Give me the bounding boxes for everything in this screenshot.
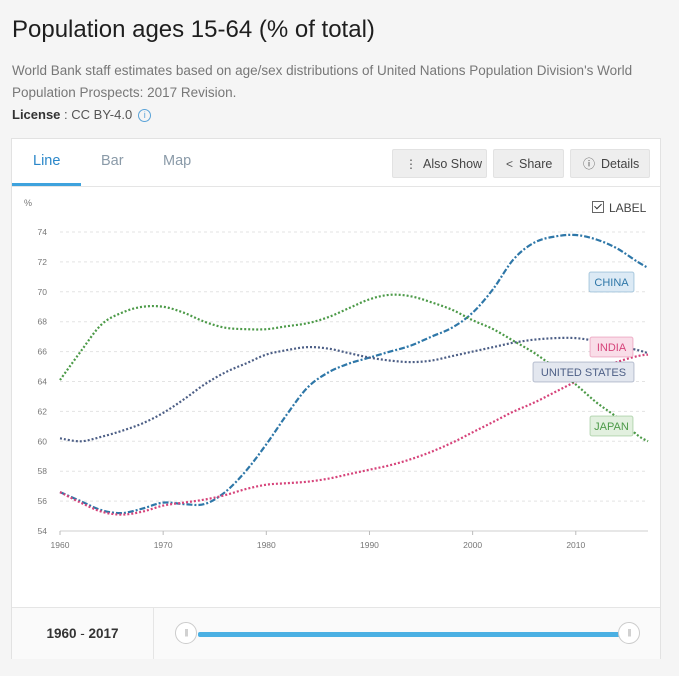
- tab-map[interactable]: Map: [163, 153, 192, 169]
- series-label-china: CHINA: [594, 277, 629, 289]
- label-toggle[interactable]: LABEL: [592, 201, 646, 215]
- y-tick-label: 66: [38, 347, 48, 357]
- y-tick-label: 60: [38, 436, 48, 446]
- page-title: Population ages 15-64 (% of total): [12, 16, 375, 43]
- series-label-india: INDIA: [597, 342, 627, 354]
- y-tick-label: 70: [38, 287, 48, 297]
- y-tick-label: 54: [38, 526, 48, 536]
- series-label-united-states: UNITED STATES: [541, 367, 626, 379]
- also-show-button[interactable]: ⋮ Also Show: [392, 149, 487, 178]
- series-label-box-india: [589, 336, 634, 358]
- x-tick-label: 2010: [566, 540, 585, 550]
- range-slider-track[interactable]: [198, 632, 630, 637]
- y-tick-label: 58: [38, 466, 48, 476]
- year-range: 1960 - 2017: [12, 608, 154, 659]
- y-tick-label: 64: [38, 377, 48, 387]
- series-label-japan: JAPAN: [594, 421, 629, 433]
- y-tick-label: 72: [38, 257, 48, 267]
- info-circle-icon: ⓘ: [583, 157, 596, 171]
- y-tick-label: 74: [38, 227, 48, 237]
- x-tick-label: 1970: [154, 540, 173, 550]
- series-label-box-china: [588, 271, 635, 293]
- series-line-china: [59, 233, 649, 515]
- label-checkbox[interactable]: [592, 201, 604, 213]
- range-bar: 1960 - 2017 ||| |||: [12, 607, 660, 659]
- share-icon: <: [506, 157, 514, 171]
- series-line-united-states: [59, 336, 649, 443]
- license-label: License: [12, 107, 61, 122]
- license-line: License : CC BY-4.0 i: [12, 107, 152, 122]
- tab-line[interactable]: Line: [33, 153, 61, 169]
- chart-card: Line Bar Map ⋮ Also Show < Share ⓘ Details …: [11, 138, 661, 659]
- license-value: : CC BY-4.0: [60, 107, 133, 122]
- range-separator: -: [76, 626, 89, 641]
- y-tick-label: 62: [38, 406, 48, 416]
- y-tick-label: 56: [38, 496, 48, 506]
- series-label-box-united-states: [532, 361, 635, 383]
- also-show-label: Also Show: [423, 157, 483, 171]
- x-tick-label: 1980: [257, 540, 276, 550]
- line-chart: % 54 56 58 60 62 64 66 68 70 72 74 1960 1970 1980 1990 2…: [24, 198, 649, 550]
- y-axis-unit-label: %: [24, 198, 32, 208]
- range-end: 2017: [88, 626, 119, 641]
- details-button[interactable]: ⓘ Details: [570, 149, 650, 178]
- info-icon[interactable]: i: [138, 109, 152, 122]
- x-tick-label: 2000: [463, 540, 482, 550]
- x-tick-label: 1960: [51, 540, 70, 550]
- label-toggle-text: LABEL: [609, 201, 647, 215]
- view-tabs: Line Bar Map ⋮ Also Show < Share ⓘ Details: [12, 139, 660, 187]
- x-tick-label: 1990: [360, 540, 379, 550]
- tab-bar[interactable]: Bar: [101, 153, 124, 169]
- range-start: 1960: [46, 626, 77, 641]
- range-start-handle[interactable]: |||: [175, 622, 197, 644]
- share-label: Share: [519, 157, 553, 171]
- series-line-india: [59, 353, 649, 516]
- details-label: Details: [601, 157, 640, 171]
- share-button[interactable]: < Share: [493, 149, 564, 178]
- kebab-menu-icon: ⋮: [405, 157, 417, 171]
- range-end-handle[interactable]: |||: [618, 622, 640, 644]
- active-tab-indicator: [12, 183, 81, 186]
- y-tick-label: 68: [38, 317, 48, 327]
- source-description: World Bank staff estimates based on age/…: [12, 63, 633, 100]
- series-label-box-japan: [589, 415, 634, 437]
